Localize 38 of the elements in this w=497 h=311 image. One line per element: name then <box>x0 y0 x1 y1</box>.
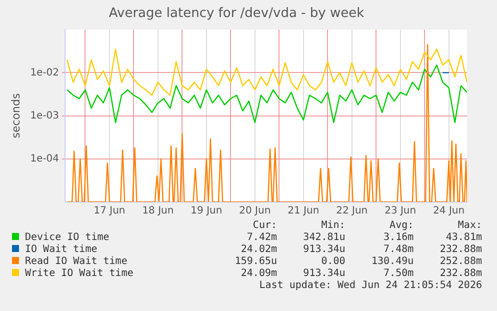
text: 232.88m <box>438 244 482 256</box>
text: Cur: <box>252 220 278 232</box>
text: 24.09m <box>240 268 278 280</box>
chart-title: Average latency for /dev/vda - by week <box>108 6 365 22</box>
text: 130.49u <box>370 256 414 268</box>
text: 7.48m <box>382 244 414 256</box>
text: Avg: <box>388 220 414 232</box>
y-tick-label: 1e-02 <box>30 67 60 78</box>
text: 7.42m <box>246 232 278 244</box>
x-tick-label: 22 Jun <box>336 206 368 217</box>
text: Last update: Wed Jun 24 21:05:54 2026 <box>258 280 482 291</box>
x-tick-label: 20 Jun <box>239 206 271 217</box>
x-tick-label: 23 Jun <box>384 206 416 217</box>
text: 159.65u <box>234 256 278 268</box>
legend-label: Write IO Wait time <box>24 268 134 280</box>
text: 3.16m <box>382 232 414 244</box>
text: 43.81m <box>444 232 482 244</box>
text: 252.88m <box>438 256 482 268</box>
y-tick-label: 1e-04 <box>30 153 60 164</box>
legend-label: Read IO Wait time <box>24 256 128 268</box>
text: 0.00 <box>320 256 346 268</box>
text: Max: <box>456 220 482 232</box>
text: 7.50m <box>382 268 414 280</box>
x-tick-label: 18 Jun <box>142 206 174 217</box>
y-tick-label: 1e-03 <box>30 110 60 122</box>
x-tick-label: 17 Jun <box>94 206 126 217</box>
x-tick-label: 21 Jun <box>288 206 320 217</box>
x-tick-label: 24 Jun <box>433 206 465 217</box>
text: 913.34u <box>302 244 346 256</box>
text: 342.81u <box>302 232 346 244</box>
legend-label: IO Wait time <box>24 244 98 256</box>
text: 24.02m <box>240 244 278 256</box>
x-tick-label: 19 Jun <box>190 206 222 217</box>
text: 913.34u <box>302 268 346 280</box>
text: Min: <box>320 220 346 232</box>
text: 232.88m <box>438 268 482 280</box>
y-axis-title: seconds <box>9 93 22 138</box>
legend-label: Device IO time <box>24 232 110 244</box>
